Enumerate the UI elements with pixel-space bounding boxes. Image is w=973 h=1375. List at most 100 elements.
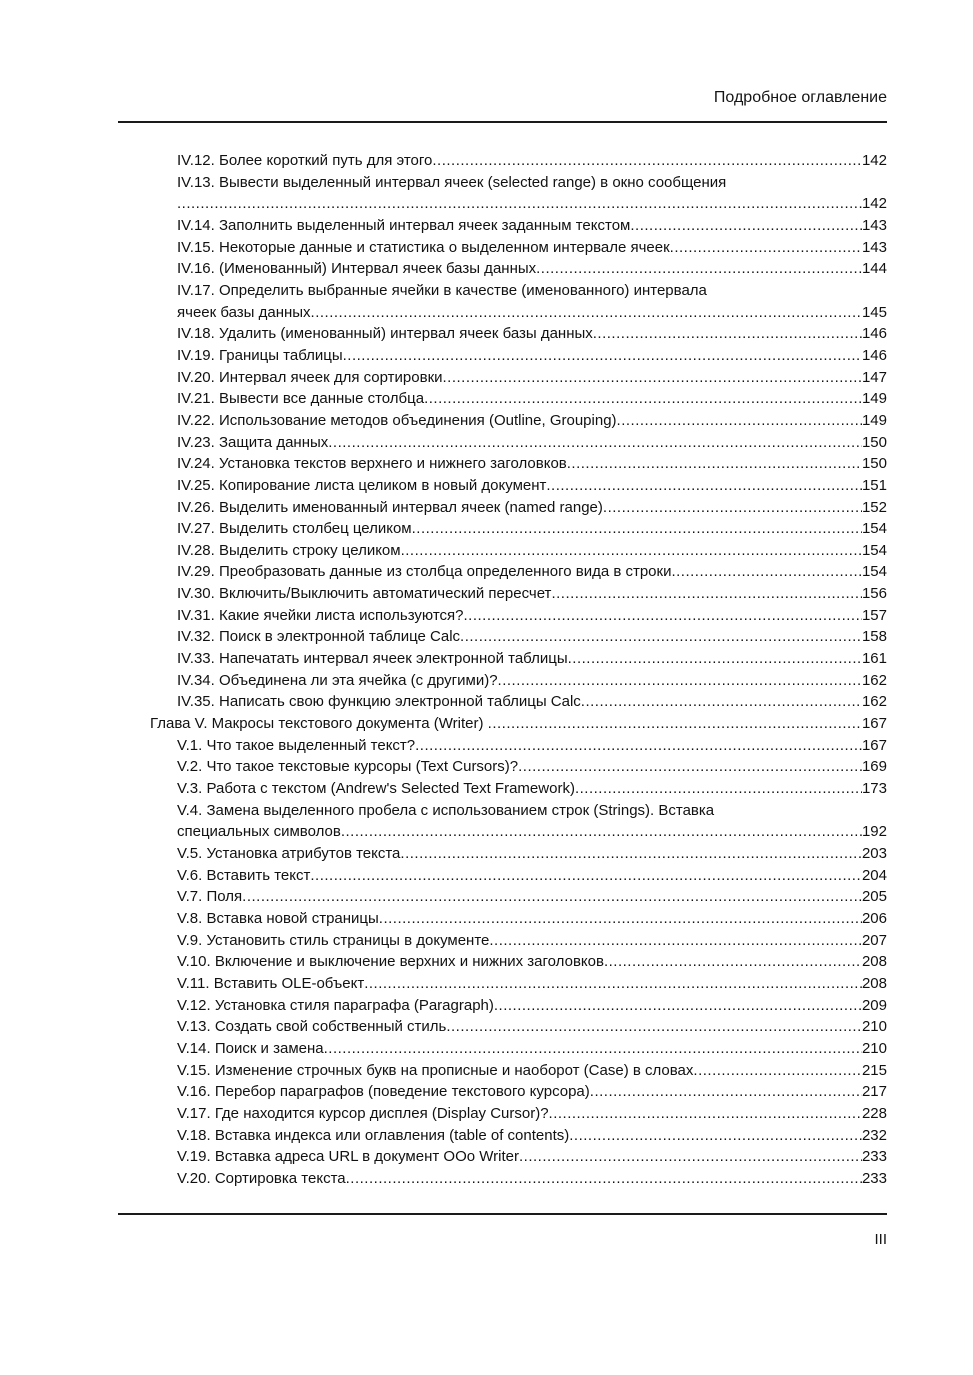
dot-leader xyxy=(617,410,862,432)
toc-entry-text: IV.17. Определить выбранные ячейки в кач… xyxy=(177,281,707,299)
toc-entry-page: 146 xyxy=(861,346,887,364)
toc-entry-page: 167 xyxy=(861,736,887,754)
toc-entry-text: V.18. Вставка индекса или оглавления (ta… xyxy=(177,1126,570,1144)
toc-entry-row: V.19. Вставка адреса URL в документ OOo … xyxy=(177,1146,887,1168)
dot-leader xyxy=(593,323,862,345)
toc-entry-row: IV.35. Написать свою функцию электронной… xyxy=(177,691,887,713)
toc-list: IV.12. Более короткий путь для этого 142… xyxy=(118,150,887,1190)
toc-entry-page: 162 xyxy=(861,693,887,711)
toc-entry-text: IV.18. Удалить (именованный) интервал яч… xyxy=(177,325,593,343)
toc-entry-row: IV.16. (Именованный) Интервал ячеек базы… xyxy=(177,258,887,280)
toc-entry-text: V.1. Что такое выделенный текст? xyxy=(177,736,416,754)
dot-leader xyxy=(489,930,862,952)
toc-entry-text: IV.28. Выделить строку целиком xyxy=(177,541,401,559)
toc-entry-text: V.8. Вставка новой страницы xyxy=(177,909,379,927)
dot-leader xyxy=(604,951,862,973)
toc-entry-text: V.3. Работа с текстом (Andrew's Selected… xyxy=(177,780,575,798)
dot-leader xyxy=(343,345,862,367)
toc-entry-page: 142 xyxy=(861,195,887,213)
dot-leader xyxy=(575,778,862,800)
toc-entry-page: 209 xyxy=(861,996,887,1014)
toc-entry-page: 232 xyxy=(861,1126,887,1144)
toc-entry-row: V.2. Что такое текстовые курсоры (Text C… xyxy=(177,756,887,778)
toc-entry-page: 145 xyxy=(861,303,887,321)
dot-leader xyxy=(494,995,862,1017)
dot-leader xyxy=(670,237,862,259)
toc-entry-row: IV.18. Удалить (именованный) интервал яч… xyxy=(177,323,887,345)
toc-entry-row: V.12. Установка стиля параграфа (Paragra… xyxy=(177,995,887,1017)
toc-entry-row: IV.17. Определить выбранные ячейки в кач… xyxy=(177,280,887,302)
toc-entry-page: 233 xyxy=(861,1169,887,1187)
toc-entry-row: V.14. Поиск и замена 210 xyxy=(177,1038,887,1060)
toc-entry-page: 228 xyxy=(861,1104,887,1122)
toc-entry-row: V.4. Замена выделенного пробела с исполь… xyxy=(177,800,887,822)
toc-entry-page: 208 xyxy=(861,974,887,992)
toc-entry-row: IV.26. Выделить именованный интервал яче… xyxy=(177,497,887,519)
toc-entry-page: 162 xyxy=(861,671,887,689)
toc-entry-text: IV.29. Преобразовать данные из столбца о… xyxy=(177,563,672,581)
toc-entry-text: V.2. Что такое текстовые курсоры (Text C… xyxy=(177,758,519,776)
dot-leader xyxy=(581,691,862,713)
toc-entry-text: IV.12. Более короткий путь для этого xyxy=(177,152,433,169)
dot-leader xyxy=(415,735,862,757)
toc-entry-row: IV.19. Границы таблицы 146 xyxy=(177,345,887,367)
toc-entry-page: 144 xyxy=(861,260,887,278)
dot-leader xyxy=(693,1060,862,1082)
toc-entry-page: 210 xyxy=(861,1039,887,1057)
toc-entry-page: 173 xyxy=(861,780,887,798)
toc-entry-text: IV.20. Интервал ячеек для сортировки xyxy=(177,368,443,386)
dot-leader xyxy=(446,1016,862,1038)
dot-leader xyxy=(311,302,862,324)
toc-entry-page: 210 xyxy=(861,1018,887,1036)
toc-entry-row: V.17. Где находится курсор дисплея (Disp… xyxy=(177,1103,887,1125)
toc-entry-row: ячеек базы данных 145 xyxy=(177,302,887,324)
toc-entry-row: IV.22. Использование методов объединения… xyxy=(177,410,887,432)
toc-entry-row: V.13. Создать свой собственный стиль 210 xyxy=(177,1016,887,1038)
toc-entry-page: 151 xyxy=(861,476,887,494)
toc-entry-page: 146 xyxy=(861,325,887,343)
dot-leader xyxy=(242,886,862,908)
toc-entry-text: IV.16. (Именованный) Интервал ячеек базы… xyxy=(177,260,537,278)
toc-entry-row: IV.28. Выделить строку целиком 154 xyxy=(177,540,887,562)
header-rule xyxy=(118,121,887,123)
toc-entry-page: 143 xyxy=(861,216,887,234)
toc-entry-text: V.9. Установить стиль страницы в докумен… xyxy=(177,931,490,949)
dot-leader xyxy=(341,821,862,843)
toc-entry-row: V.1. Что такое выделенный текст? 167 xyxy=(177,735,887,757)
toc-entry-text: V.16. Перебор параграфов (поведение текс… xyxy=(177,1083,590,1101)
dot-leader xyxy=(569,1125,862,1147)
toc-entry-row: V.10. Включение и выключение верхних и н… xyxy=(177,951,887,973)
toc-entry-page: 147 xyxy=(861,368,887,386)
toc-entry-page: 207 xyxy=(861,931,887,949)
toc-entry-text: ячеек базы данных xyxy=(177,303,311,321)
toc-entry-page: 205 xyxy=(861,888,887,906)
toc-entry-row: IV.25. Копирование листа целиком в новый… xyxy=(177,475,887,497)
toc-entry-row: IV.34. Объединена ли эта ячейка (с други… xyxy=(177,670,887,692)
dot-leader xyxy=(519,1146,862,1168)
dot-leader xyxy=(464,605,862,627)
toc-entry-page: 167 xyxy=(861,715,887,733)
page-footer: III xyxy=(118,1230,887,1250)
dot-leader xyxy=(671,561,862,583)
dot-leader xyxy=(177,193,862,215)
dot-leader xyxy=(364,973,862,995)
toc-entry-text: IV.22. Использование методов объединения… xyxy=(177,411,617,429)
toc-entry-text: V.5. Установка атрибутов текста xyxy=(177,845,401,862)
toc-entry-page: 154 xyxy=(861,520,887,538)
toc-entry-row: V.9. Установить стиль страницы в докумен… xyxy=(177,930,887,952)
toc-entry-text: IV.13. Вывести выделенный интервал ячеек… xyxy=(177,173,727,191)
toc-entry-row: IV.13. Вывести выделенный интервал ячеек… xyxy=(177,172,887,194)
dot-leader xyxy=(546,475,862,497)
toc-entry-row: IV.33. Напечатать интервал ячеек электро… xyxy=(177,648,887,670)
toc-entry-row: IV.21. Вывести все данные столбца 149 xyxy=(177,388,887,410)
toc-entry-row: V.5. Установка атрибутов текста 203 xyxy=(177,843,887,865)
toc-entry-text: IV.31. Какие ячейки листа используются? xyxy=(177,606,464,624)
toc-entry-page: 204 xyxy=(861,866,887,884)
toc-entry-page: 169 xyxy=(861,758,887,776)
toc-entry-row: IV.12. Более короткий путь для этого 142 xyxy=(177,150,887,172)
dot-leader xyxy=(379,908,862,930)
toc-entry-row: IV.29. Преобразовать данные из столбца о… xyxy=(177,561,887,583)
toc-entry-row: IV.15. Некоторые данные и статистика о в… xyxy=(177,237,887,259)
toc-entry-row: V.18. Вставка индекса или оглавления (ta… xyxy=(177,1125,887,1147)
toc-entry-row: V.3. Работа с текстом (Andrew's Selected… xyxy=(177,778,887,800)
